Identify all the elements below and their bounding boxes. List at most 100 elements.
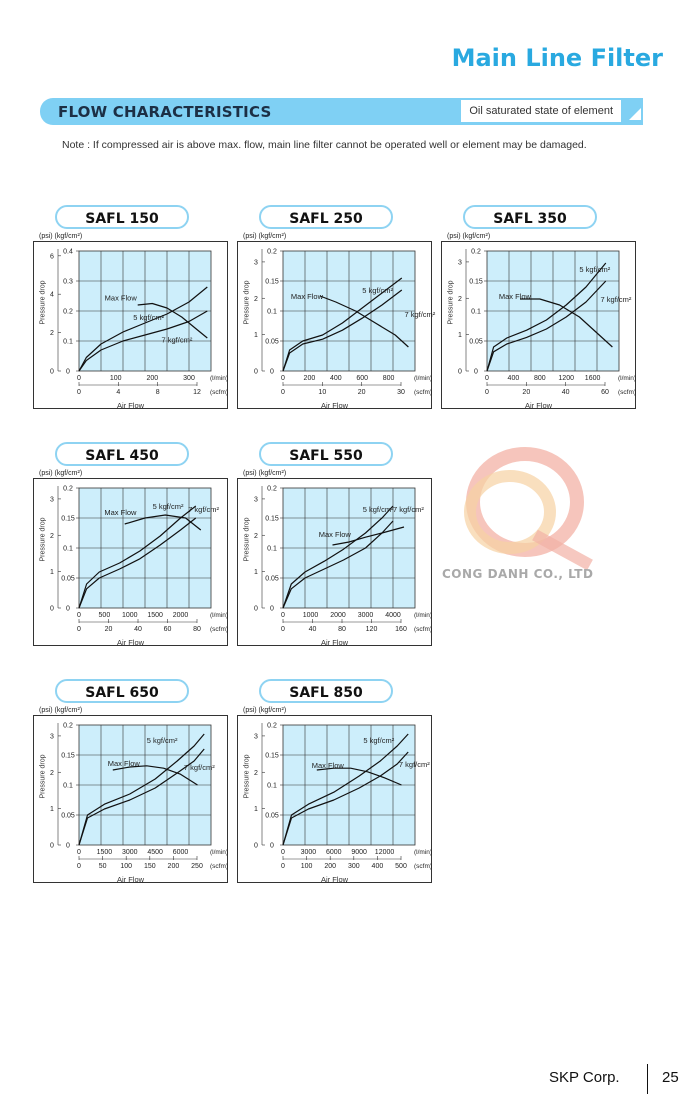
x-lmin-tick-label: 0 xyxy=(281,849,285,856)
y-kgf-tick-label: 0.1 xyxy=(267,546,277,553)
y-kgf-tick-label: 0.1 xyxy=(63,783,73,790)
x-scfm-tick-label: 0 xyxy=(77,389,81,396)
x-lmin-tick-label: 0 xyxy=(77,849,81,856)
x-scfm-tick-label: 80 xyxy=(338,626,346,633)
x-axis-label: Air Flow xyxy=(320,638,349,647)
x-lmin-tick-label: 0 xyxy=(77,612,81,619)
curve-annotation: Max Flow xyxy=(108,759,141,768)
curve-annotation: Max Flow xyxy=(319,530,352,539)
units-label: (psi) (kgf/cm²) xyxy=(447,233,491,240)
x-lmin-unit: (l/min) xyxy=(414,612,432,619)
y-kgf-tick-label: 0.2 xyxy=(267,723,277,730)
curve-annotation: 7 kgf/cm² xyxy=(399,760,430,769)
x-scfm-tick-label: 4 xyxy=(116,389,120,396)
x-scfm-tick-label: 60 xyxy=(164,626,172,633)
curve-annotation: 7 kgf/cm² xyxy=(601,295,632,304)
x-lmin-unit: (l/min) xyxy=(210,375,228,382)
chart-title: SAFL 250 xyxy=(259,205,393,229)
x-scfm-tick-label: 100 xyxy=(120,863,132,870)
watermark-logo xyxy=(464,447,593,571)
x-lmin-tick-label: 12000 xyxy=(375,849,395,856)
x-axis-label: Air Flow xyxy=(116,875,145,884)
x-scfm-tick-label: 60 xyxy=(601,389,609,396)
curve-annotation: Max Flow xyxy=(499,292,532,301)
units-label: (psi) (kgf/cm²) xyxy=(243,470,287,477)
curve-annotation: Max Flow xyxy=(291,292,324,301)
y-kgf-tick-label: 0.05 xyxy=(265,339,279,346)
x-lmin-tick-label: 3000 xyxy=(358,612,374,619)
x-scfm-tick-label: 30 xyxy=(397,389,405,396)
y-kgf-tick-label: 0.1 xyxy=(267,783,277,790)
x-lmin-tick-label: 800 xyxy=(534,375,546,382)
y-psi-tick-label: 1 xyxy=(254,806,258,813)
series-line-max-flow xyxy=(316,767,402,786)
x-lmin-tick-label: 1500 xyxy=(97,849,113,856)
x-scfm-unit: (scfm) xyxy=(618,389,636,396)
x-lmin-tick-label: 4500 xyxy=(147,849,163,856)
y-kgf-tick-label: 0.05 xyxy=(265,576,279,583)
x-lmin-tick-label: 300 xyxy=(183,375,195,382)
chart-title: SAFL 650 xyxy=(55,679,189,703)
units-label: (psi) (kgf/cm²) xyxy=(39,233,83,240)
watermark-text: CONG DANH CO., LTD xyxy=(442,567,594,581)
chart-svg: 0 0.1 0.2 0.3 0.4 0 2 4 6 0 100 200 300 (l/min) 0 4 8 12 (… xyxy=(50,249,228,397)
x-scfm-tick-label: 12 xyxy=(193,389,201,396)
x-scfm-unit: (scfm) xyxy=(414,389,432,396)
x-lmin-tick-label: 2000 xyxy=(173,612,189,619)
x-lmin-tick-label: 1600 xyxy=(585,375,601,382)
x-scfm-tick-label: 0 xyxy=(281,863,285,870)
y-psi-tick-label: 3 xyxy=(254,259,258,266)
y-kgf-tick-label: 0.1 xyxy=(267,309,277,316)
x-scfm-tick-label: 120 xyxy=(366,626,378,633)
units-label: (psi) (kgf/cm²) xyxy=(243,707,287,714)
y-kgf-tick-label: 0.05 xyxy=(61,813,75,820)
y-kgf-tick-label: 0.1 xyxy=(63,339,73,346)
x-lmin-tick-label: 2000 xyxy=(330,612,346,619)
curve-annotation: 7 kgf/cm² xyxy=(393,505,424,514)
y-psi-tick-label: 3 xyxy=(50,496,54,503)
x-lmin-tick-label: 1200 xyxy=(558,375,574,382)
chart-safl-850: SAFL 850 (psi) (kgf/cm²) Pressure drop Air … xyxy=(237,679,437,891)
chart-frame xyxy=(33,715,228,883)
x-scfm-tick-label: 0 xyxy=(281,389,285,396)
curve-annotation: Max Flow xyxy=(105,294,138,303)
series-line-max-flow xyxy=(520,298,613,348)
y-psi-tick-label: 0 xyxy=(50,843,54,850)
series-line-5-kgf-cm- xyxy=(282,733,409,846)
curve-annotation: 5 kgf/cm² xyxy=(362,286,393,295)
y-psi-tick-label: 1 xyxy=(458,332,462,339)
y-psi-tick-label: 3 xyxy=(254,733,258,740)
x-lmin-tick-label: 6000 xyxy=(173,849,189,856)
x-lmin-unit: (l/min) xyxy=(414,849,432,856)
y-psi-tick-label: 2 xyxy=(50,330,54,337)
units-label: (psi) (kgf/cm²) xyxy=(243,233,287,240)
section-bar: FLOW CHARACTERISTICS Oil saturated state… xyxy=(40,98,643,125)
series-line-7-kgf-cm- xyxy=(78,517,197,609)
y-psi-tick-label: 0 xyxy=(50,606,54,613)
curve-annotation: 7 kgf/cm² xyxy=(404,310,435,319)
curve-annotation: 5 kgf/cm² xyxy=(363,736,394,745)
x-axis-label: Air Flow xyxy=(116,401,145,410)
x-scfm-tick-label: 200 xyxy=(324,863,336,870)
y-kgf-tick-label: 0.05 xyxy=(469,339,483,346)
x-lmin-tick-label: 0 xyxy=(281,612,285,619)
x-axis-label: Air Flow xyxy=(320,875,349,884)
x-scfm-tick-label: 50 xyxy=(99,863,107,870)
curve-annotation: 5 kgf/cm² xyxy=(147,736,178,745)
series-line-max-flow xyxy=(124,514,202,531)
series-line-5-kgf-cm- xyxy=(282,505,394,609)
series-line-5-kgf-cm- xyxy=(282,277,403,372)
x-scfm-tick-label: 0 xyxy=(281,626,285,633)
y-psi-tick-label: 1 xyxy=(254,332,258,339)
y-kgf-tick-label: 0.2 xyxy=(63,723,73,730)
y-kgf-tick-label: 0.15 xyxy=(265,753,279,760)
y-kgf-tick-label: 0.2 xyxy=(63,486,73,493)
y-kgf-tick-label: 0.3 xyxy=(63,279,73,286)
x-lmin-tick-label: 400 xyxy=(508,375,520,382)
series-line-7-kgf-cm- xyxy=(78,748,205,846)
y-kgf-tick-label: 0.4 xyxy=(63,249,73,256)
y-kgf-tick-label: 0.15 xyxy=(61,753,75,760)
x-lmin-tick-label: 200 xyxy=(146,375,158,382)
chart-title: SAFL 550 xyxy=(259,442,393,466)
